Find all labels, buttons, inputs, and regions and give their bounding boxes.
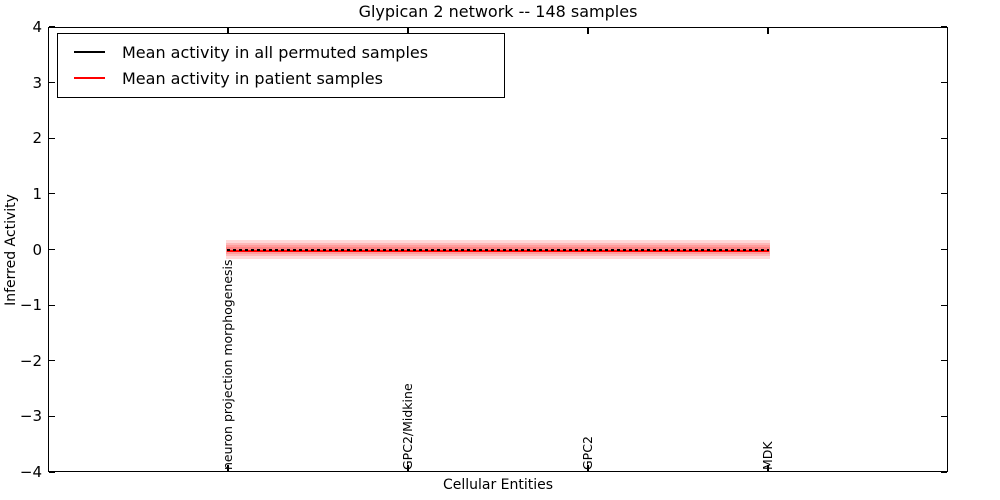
permuted-line-swatch	[74, 51, 105, 53]
x-tick-label: GPC2	[580, 436, 595, 470]
x-tick-top	[587, 28, 589, 34]
x-axis-label: Cellular Entities	[442, 477, 554, 493]
y-tick-right	[941, 82, 947, 84]
y-tick-right	[941, 471, 947, 473]
y-tick-left	[49, 471, 55, 473]
patient-mean-line	[227, 249, 769, 252]
y-tick-right	[941, 415, 947, 417]
x-tick-bottom	[407, 465, 409, 471]
permuted-mean-line	[227, 248, 769, 251]
y-tick-left	[49, 360, 55, 362]
y-tick-left	[49, 193, 55, 195]
y-tick-right	[941, 193, 947, 195]
x-tick-label: GPC2/Midkine	[400, 383, 415, 470]
y-tick-left	[49, 137, 55, 139]
y-tick-label: −1	[19, 296, 42, 315]
y-tick-label: 4	[32, 18, 42, 36]
y-tick-label: −3	[19, 407, 42, 426]
x-tick-top	[407, 28, 409, 34]
legend-label-patient: Mean activity in patient samples	[122, 68, 383, 88]
legend-entry-patient: Mean activity in patient samples	[58, 65, 504, 91]
y-tick-left	[49, 82, 55, 84]
y-tick-label: 3	[32, 73, 42, 92]
x-tick-top	[767, 28, 769, 34]
y-tick-right	[941, 248, 947, 251]
x-tick-top	[227, 28, 229, 34]
y-tick-right	[941, 137, 947, 139]
legend: Mean activity in all permuted samples Me…	[57, 33, 505, 98]
y-tick-label: 2	[32, 129, 42, 148]
x-tick-bottom	[227, 465, 229, 471]
y-tick-left	[49, 415, 55, 417]
y-tick-left	[49, 26, 55, 28]
x-tick-label: neuron projection morphogenesis	[220, 259, 235, 470]
y-tick-right	[941, 304, 947, 306]
y-tick-right	[941, 360, 947, 362]
legend-label-permuted: Mean activity in all permuted samples	[122, 42, 429, 62]
chart-title: Glypican 2 network -- 148 samples	[358, 2, 638, 21]
y-tick-left	[49, 248, 55, 251]
y-tick-right	[941, 26, 947, 28]
x-tick-bottom	[587, 465, 589, 471]
y-tick-label: 1	[32, 184, 42, 203]
y-tick-label: −4	[19, 463, 42, 481]
patient-line-swatch	[74, 77, 105, 79]
y-tick-label: 0	[32, 240, 42, 259]
x-tick-bottom	[767, 465, 769, 471]
x-tick-label: MDK	[760, 441, 775, 470]
legend-entry-permuted: Mean activity in all permuted samples	[58, 39, 504, 65]
y-tick-left	[49, 304, 55, 306]
y-tick-label: −2	[19, 351, 42, 370]
